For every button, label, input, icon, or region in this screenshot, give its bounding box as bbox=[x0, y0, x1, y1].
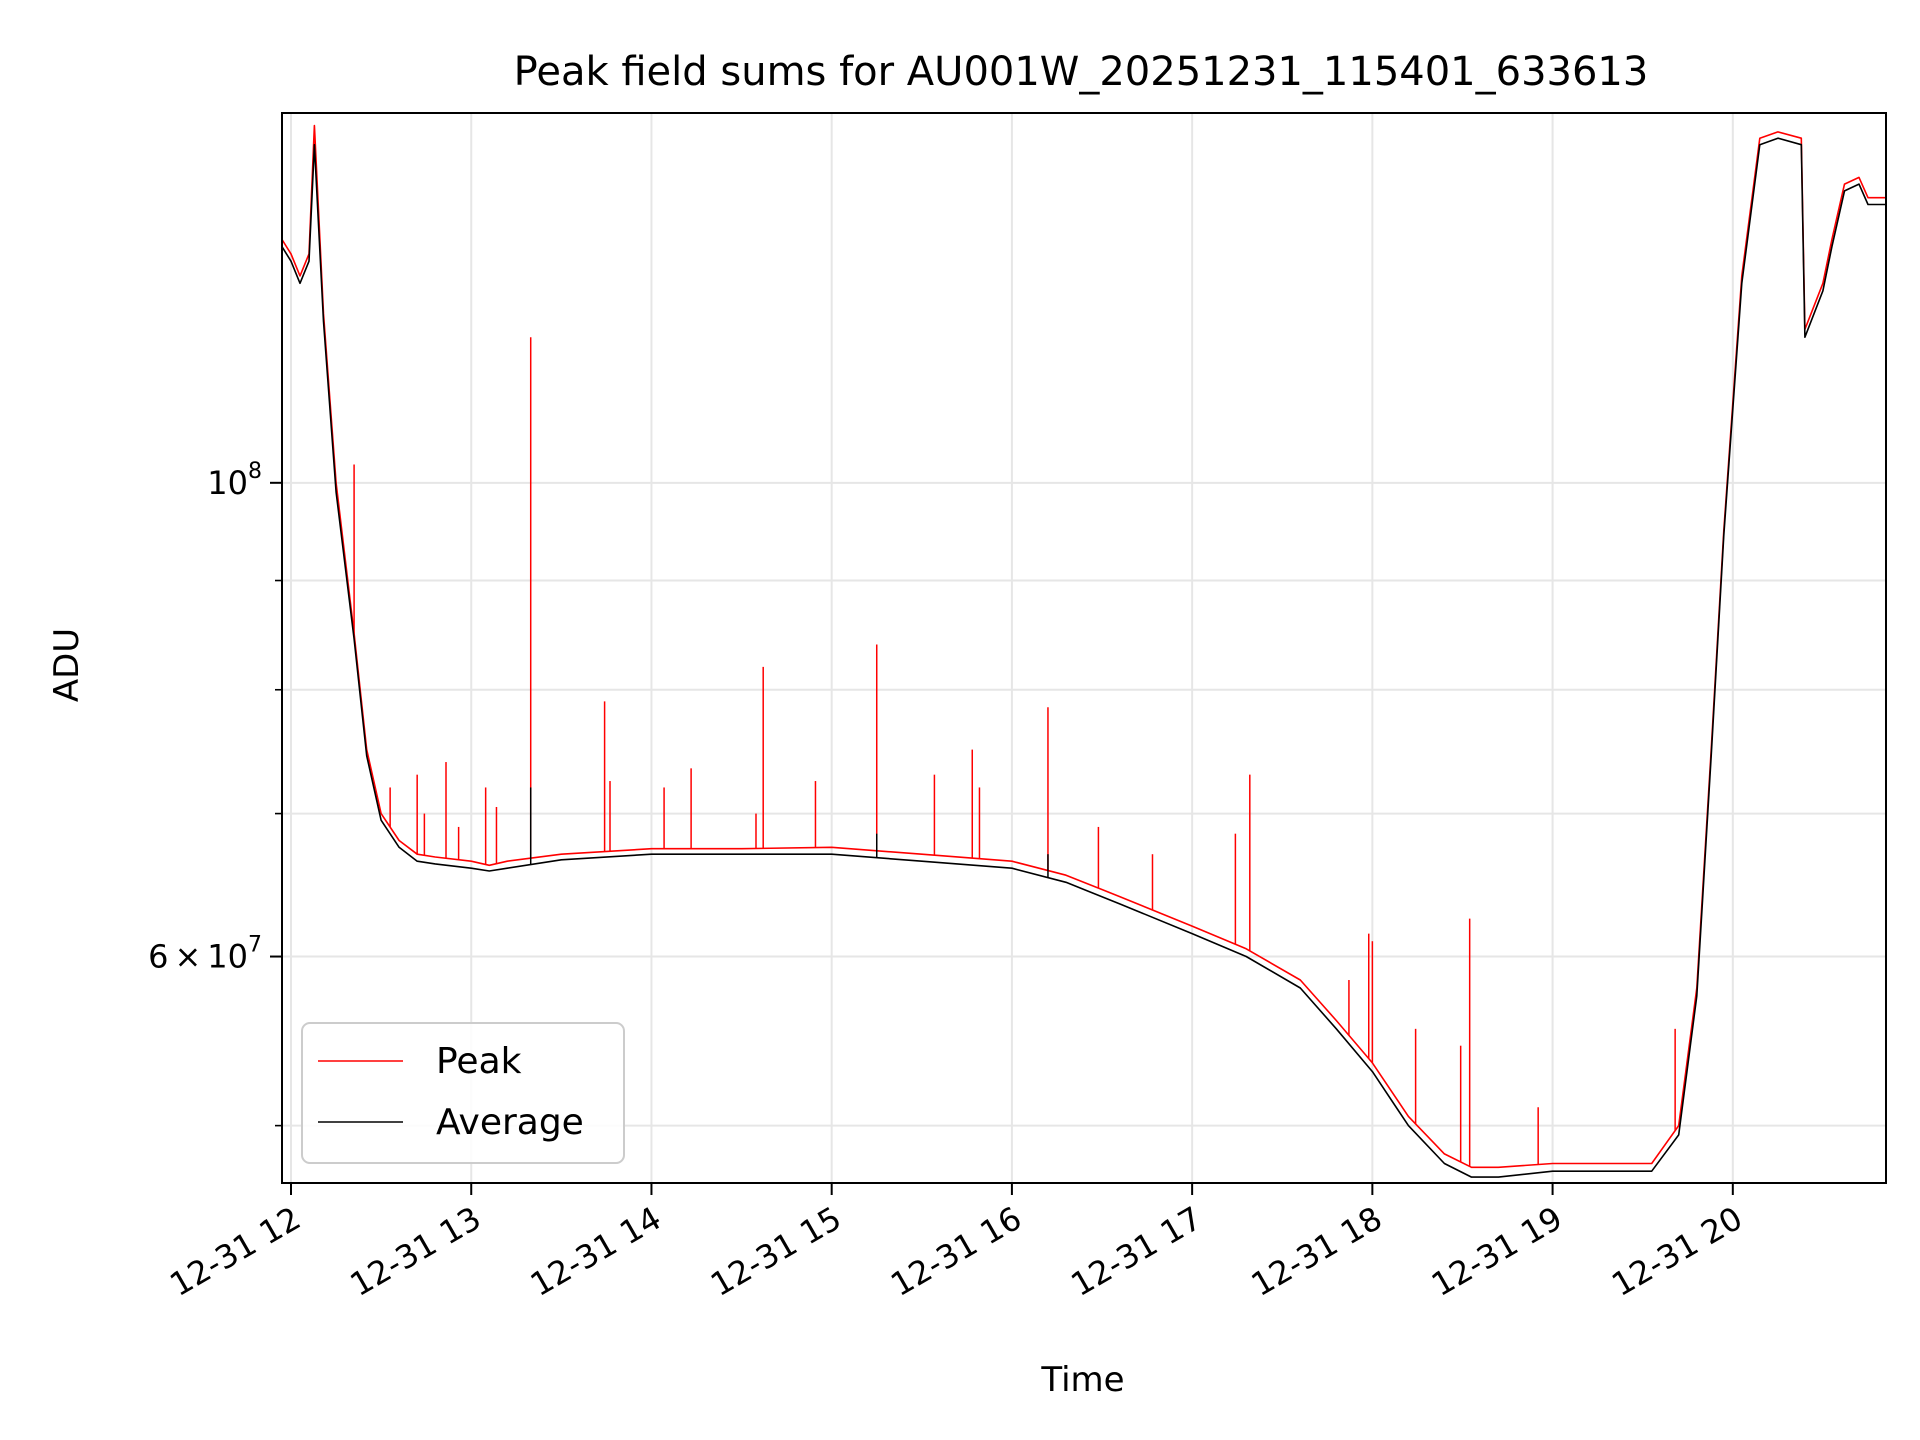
y-tick-label: 108 bbox=[207, 459, 262, 502]
chart-title: Peak field sums for AU001W_20251231_1154… bbox=[514, 49, 1649, 95]
y-axis-label: ADU bbox=[47, 628, 87, 702]
legend-label-peak: Peak bbox=[436, 1041, 522, 1082]
plot-frame bbox=[281, 112, 1887, 1184]
y-ticks: 108 6 × 107 bbox=[148, 459, 282, 1127]
series-line-average bbox=[281, 137, 1886, 1178]
series-line-peak bbox=[281, 124, 1886, 1169]
x-axis-label: Time bbox=[1040, 1360, 1124, 1400]
series-layer bbox=[281, 124, 1886, 1178]
legend: Peak Average bbox=[301, 1022, 625, 1164]
y-tick-label: 6 × 107 bbox=[148, 933, 262, 976]
grid bbox=[282, 113, 1886, 1183]
legend-box bbox=[301, 1022, 625, 1164]
legend-label-average: Average bbox=[436, 1102, 584, 1143]
